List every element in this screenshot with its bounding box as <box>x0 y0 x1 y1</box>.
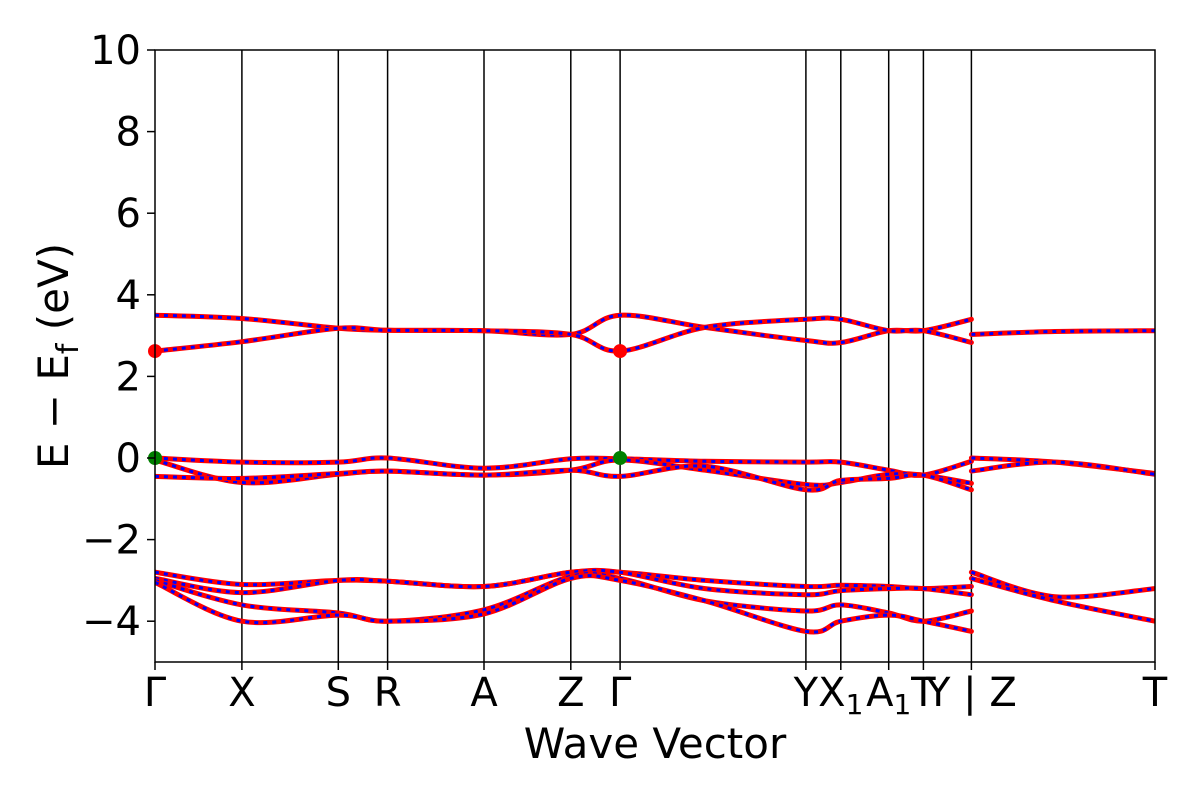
y-axis-label-main: E − E <box>29 354 78 469</box>
y-ticks: −4 −2 0 2 4 6 8 10 <box>82 28 155 645</box>
band-line-down <box>155 464 972 492</box>
y-tick-label: 6 <box>116 191 141 237</box>
x-tick-label: Γ <box>144 670 167 716</box>
y-axis-label: E − Ef (eV) <box>29 243 86 469</box>
band-line-down <box>971 460 1155 476</box>
x-tick-label: Γ <box>609 670 632 716</box>
y-tick-label: 0 <box>116 436 141 482</box>
x-tick-label: R <box>374 670 402 716</box>
band-line-down <box>155 574 972 634</box>
y-tick-label: 4 <box>116 273 141 319</box>
band-line-down <box>971 329 1155 336</box>
x-tick-label: T <box>1142 670 1168 716</box>
band-line-down <box>971 576 1155 623</box>
band-lines <box>155 312 1155 635</box>
x-tick-label: X <box>228 670 255 716</box>
band-line-up <box>155 567 974 598</box>
vbm-marker <box>613 451 628 465</box>
x-tick-label: Y | Z <box>925 670 1017 716</box>
x-tick-label: A1 <box>866 670 911 721</box>
y-tick-label: −2 <box>82 518 141 564</box>
y-tick-label: 8 <box>116 110 141 156</box>
band-line-down <box>155 572 972 623</box>
cbm-marker <box>613 344 628 359</box>
y-tick-label: −4 <box>82 599 141 645</box>
x-tick-label: Z <box>557 670 584 716</box>
x-tick-label: X1 <box>818 670 863 721</box>
x-tick-label: A <box>470 670 498 716</box>
x-tick-label: Y <box>793 670 819 716</box>
band-line-down <box>970 570 1155 599</box>
y-tick-label: 2 <box>116 354 141 400</box>
y-tick-label: 10 <box>90 28 141 74</box>
x-tick-label: T <box>910 670 936 716</box>
x-axis-label: Wave Vector <box>524 719 787 768</box>
plot-frame <box>154 49 1156 663</box>
y-axis-label-sub: f <box>51 342 86 354</box>
band-edge-markers <box>148 344 628 465</box>
y-axis-label-unit: (eV) <box>29 243 78 344</box>
x-tick-label: S <box>326 670 351 716</box>
